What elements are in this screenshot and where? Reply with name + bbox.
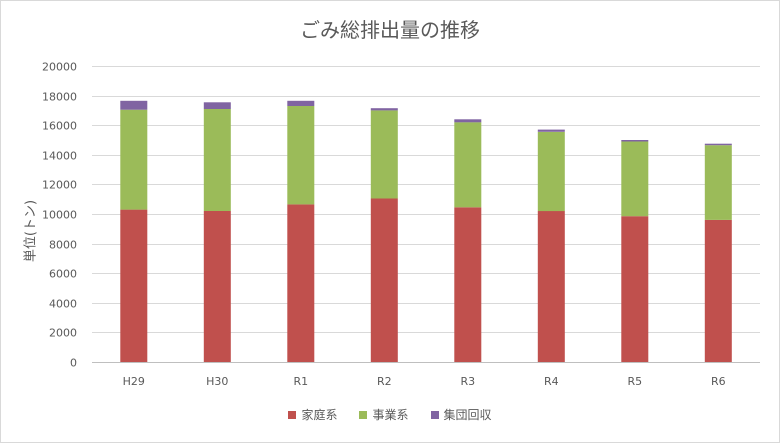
bar-segment	[120, 209, 148, 362]
bar-segment	[621, 216, 649, 362]
bar-segment	[454, 119, 482, 123]
bar-segment	[287, 204, 315, 362]
bar-segment	[203, 211, 231, 362]
bar-segment	[370, 110, 398, 199]
bar-segment	[704, 219, 732, 362]
legend: 家庭系 事業系 集団回収	[0, 406, 780, 423]
bar-segment	[120, 109, 148, 210]
y-tick-label: 0	[70, 357, 77, 370]
x-tick-label: H30	[206, 375, 228, 388]
y-tick-label: 16000	[42, 120, 77, 133]
x-tick-label: R5	[627, 375, 642, 388]
bar-segment	[621, 141, 649, 217]
y-tick-label: 6000	[49, 268, 77, 281]
legend-label: 家庭系	[301, 408, 338, 422]
x-tick-label: H29	[123, 375, 145, 388]
bar-segment	[203, 102, 231, 109]
bar-segment	[287, 100, 315, 106]
bar-segment	[454, 122, 482, 208]
x-tick-label: R4	[544, 375, 559, 388]
x-tick-label: R3	[460, 375, 475, 388]
bar-segment	[621, 140, 649, 142]
bar-segment	[704, 143, 732, 146]
legend-swatch-business	[359, 410, 368, 419]
y-tick-label: 14000	[42, 150, 77, 163]
legend-label: 事業系	[372, 408, 409, 422]
legend-item: 事業系	[359, 406, 409, 423]
bar-segment	[120, 100, 148, 110]
bar-segment	[537, 211, 565, 362]
x-tick-labels: H29 H30 R1 R2 R3 R4 R5 R6	[123, 375, 726, 388]
bar-segment	[704, 145, 732, 220]
y-tick-label: 12000	[42, 179, 77, 192]
y-tick-label: 8000	[49, 239, 77, 252]
gridlines	[92, 66, 760, 363]
legend-label: 集団回収	[443, 408, 492, 422]
bars	[120, 100, 732, 362]
bar-segment	[537, 131, 565, 212]
bar-segment	[287, 106, 315, 205]
bar-segment	[370, 108, 398, 111]
bar-segment	[454, 207, 482, 362]
bar-segment	[203, 108, 231, 211]
y-tick-label: 2000	[49, 327, 77, 340]
y-tick-label: 4000	[49, 298, 77, 311]
legend-swatch-group-collection	[430, 410, 439, 419]
y-tick-labels: 0 2000 4000 6000 8000 10000 12000 14000 16000 180…	[42, 61, 77, 370]
y-tick-label: 18000	[42, 91, 77, 104]
bar-segment	[537, 129, 565, 132]
legend-item: 家庭系	[288, 406, 337, 423]
bar-segment	[370, 198, 398, 362]
x-tick-label: R6	[711, 375, 726, 388]
y-tick-label: 20000	[42, 61, 77, 74]
legend-swatch-household	[288, 410, 297, 419]
chart-title: ごみ総排出量の推移	[300, 18, 480, 42]
x-tick-label: R1	[293, 375, 308, 388]
legend-item: 集団回収	[430, 406, 492, 423]
y-tick-label: 10000	[42, 209, 77, 222]
x-tick-label: R2	[377, 375, 392, 388]
